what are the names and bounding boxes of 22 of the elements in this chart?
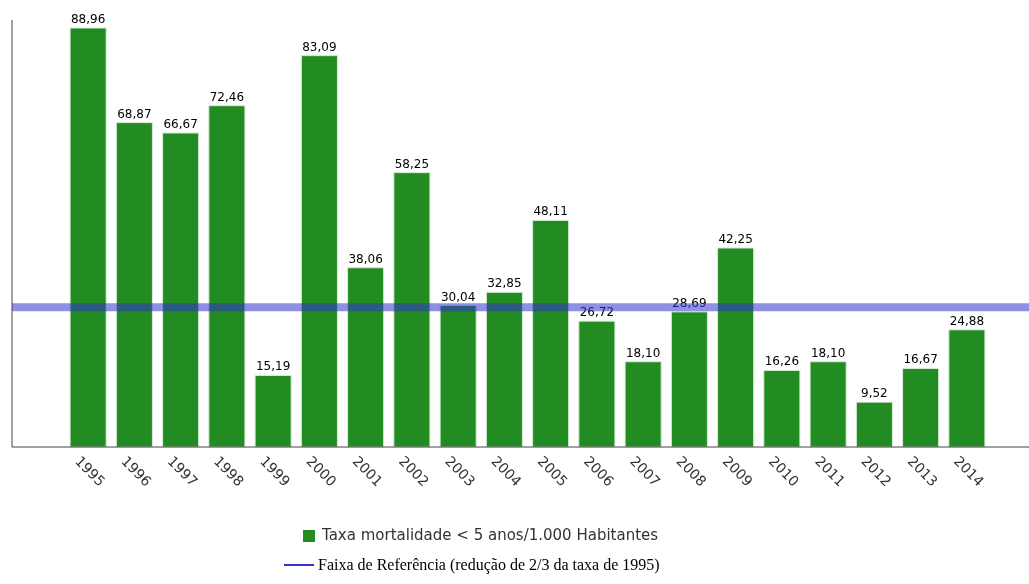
data-label: 42,25 (718, 232, 753, 246)
data-label: 16,67 (903, 352, 938, 367)
legend-label: Taxa mortalidade < 5 anos/1.000 Habitantes (321, 526, 659, 544)
data-label: 16,26 (764, 354, 800, 369)
data-label: 48,11 (533, 204, 568, 219)
data-label: 66,67 (163, 116, 198, 131)
data-label: 24,88 (949, 313, 985, 328)
data-label: 18,10 (625, 345, 661, 360)
data-label: 28,69 (672, 295, 707, 310)
data-label: 32,85 (487, 276, 522, 291)
data-label: 38,06 (348, 251, 383, 266)
data-label: 18,10 (810, 345, 846, 360)
data-label: 15,19 (255, 359, 291, 374)
data-label: 88,96 (70, 12, 106, 26)
data-label: 9,52 (861, 386, 888, 401)
data-label: 68,87 (117, 106, 152, 121)
data-label: 58,25 (394, 156, 430, 171)
data-label: 83,09 (302, 39, 337, 54)
legend-label: Faixa de Referência (redução de 2/3 da taxa de 1995) (318, 556, 660, 574)
data-label: 26,72 (579, 305, 615, 320)
data-label: 72,46 (209, 89, 245, 104)
data-label: 30,04 (440, 289, 476, 304)
